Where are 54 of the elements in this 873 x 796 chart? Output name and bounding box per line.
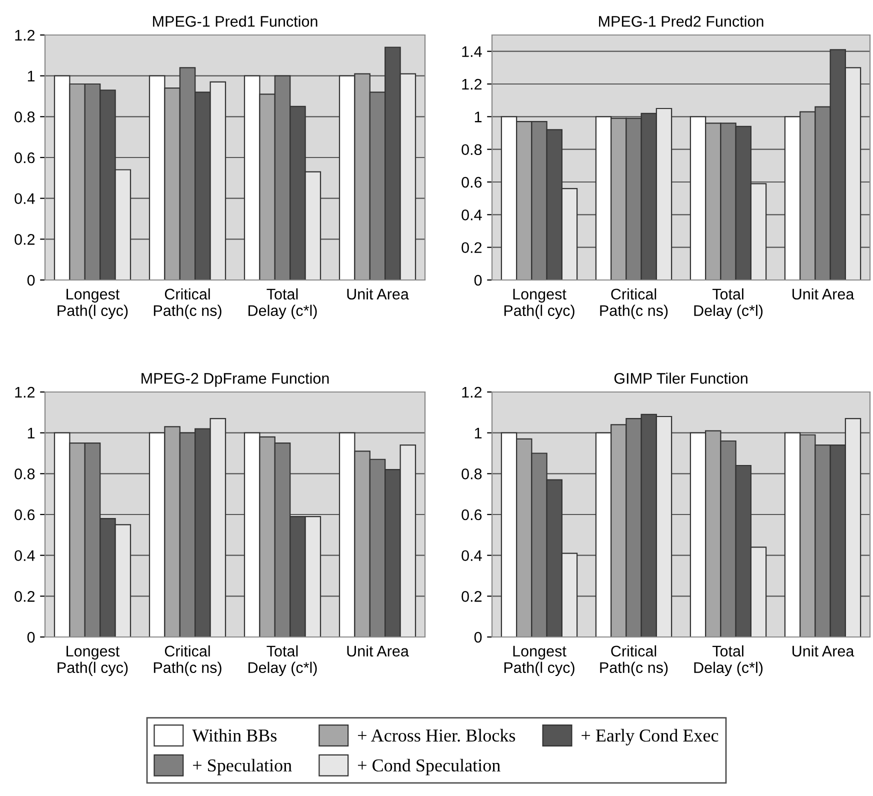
x-tick-label: Critical Path(c ns)	[154, 645, 222, 676]
y-tick-label: 1.2	[462, 386, 482, 398]
x-tick-label: Total Delay (c*l)	[248, 288, 317, 320]
x-tick-label: Longest Path(l cyc)	[504, 288, 574, 320]
y-tick-label: 0.2	[14, 591, 35, 602]
chart-title: MPEG-1 Pred1 Function	[153, 16, 318, 27]
y-tick-label: 0.4	[462, 210, 482, 220]
y-tick-label: 0.8	[462, 144, 482, 156]
y-tick-label: 0	[474, 632, 482, 643]
y-tick-label: 0.8	[14, 112, 35, 122]
legend-label: Within BBs	[192, 728, 277, 742]
x-tick-label: Unit Area	[347, 288, 409, 300]
y-tick-label: 0.2	[14, 234, 35, 245]
y-tick-label: 0.8	[462, 468, 482, 480]
x-tick-label: Total Delay (c*l)	[248, 645, 317, 676]
legend-label: + Across Hier. Blocks	[358, 728, 516, 742]
y-tick-label: 1	[28, 70, 35, 82]
y-tick-label: 1.2	[462, 78, 482, 90]
y-tick-label: 0	[27, 632, 35, 643]
x-tick-label: Unit Area	[347, 645, 409, 657]
y-tick-label: 0.4	[14, 550, 35, 562]
y-tick-label: 1.2	[15, 30, 35, 41]
y-tick-label: 1.2	[15, 386, 35, 398]
x-tick-label: Longest Path(l cyc)	[504, 646, 574, 676]
x-tick-label: Longest Path(l cyc)	[58, 288, 128, 320]
y-tick-label: 0.6	[14, 152, 35, 164]
y-tick-label: 0.4	[462, 550, 482, 562]
x-tick-label: Unit Area	[792, 288, 854, 300]
y-tick-label: 0.4	[14, 193, 35, 204]
x-tick-label: Critical Path(c ns)	[600, 288, 668, 320]
x-tick-label: Critical Path(c ns)	[600, 645, 668, 676]
y-tick-label: 0.2	[462, 591, 482, 602]
y-tick-label: 0.8	[14, 468, 35, 480]
y-tick-label: 0.6	[462, 176, 482, 188]
y-tick-label: 0	[27, 274, 35, 286]
x-tick-label: Total Delay (c*l)	[694, 645, 763, 676]
x-tick-label: Longest Path(l cyc)	[58, 646, 128, 676]
x-tick-label: Unit Area	[792, 645, 854, 657]
x-tick-label: Critical Path(c ns)	[154, 288, 222, 320]
legend-label: + Cond Speculation	[358, 758, 500, 776]
y-tick-label: 1.4	[462, 46, 482, 57]
chart-title: GIMP Tiler Function	[614, 372, 748, 384]
y-tick-label: 1	[474, 112, 482, 122]
y-tick-label: 1	[28, 428, 35, 438]
y-tick-label: 0.2	[462, 242, 482, 254]
y-tick-label: 1	[474, 428, 482, 438]
legend-label: + Early Cond Exec	[582, 728, 718, 746]
chart-title: MPEG-2 DpFrame Function	[142, 372, 329, 387]
y-tick-label: 0.6	[462, 509, 482, 520]
y-tick-label: 0.6	[14, 509, 35, 520]
y-tick-label: 0	[474, 274, 482, 286]
legend-label: + Speculation	[193, 758, 292, 776]
x-tick-label: Total Delay (c*l)	[694, 288, 763, 320]
chart-title: MPEG-1 Pred2 Function	[599, 16, 764, 27]
